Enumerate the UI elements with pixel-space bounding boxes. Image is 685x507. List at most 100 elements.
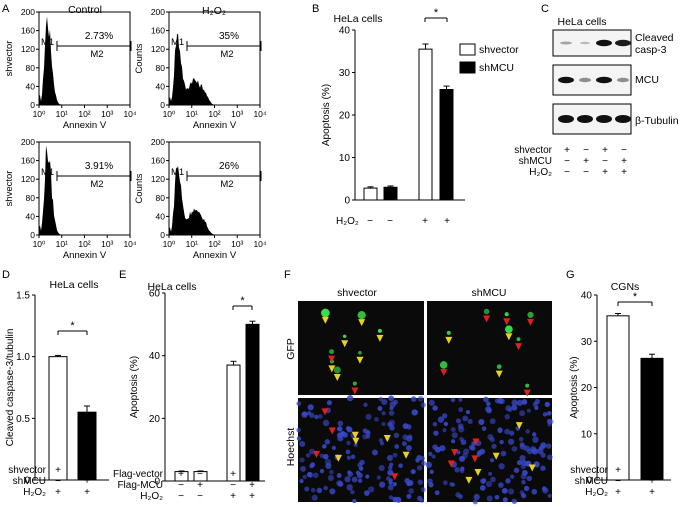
hoechst-nucleus	[519, 454, 526, 462]
condition-sign: −	[249, 469, 255, 480]
hoechst-nucleus	[420, 402, 426, 408]
gfp-cell	[525, 383, 530, 388]
hoechst-nucleus	[491, 443, 497, 449]
hoechst-nucleus	[398, 463, 403, 469]
condition-sign: +	[249, 480, 255, 491]
hoechst-nucleus	[355, 470, 361, 475]
hoechst-nucleus	[324, 439, 331, 445]
hoechst-nucleus	[350, 489, 355, 495]
yellow-arrowhead-icon	[445, 336, 453, 344]
hoechst-nucleus	[336, 426, 343, 432]
hoechst-nucleus	[450, 397, 456, 403]
y-tick-label: 200	[21, 137, 35, 147]
band-label: casp-3	[635, 44, 667, 56]
gfp-cell	[357, 310, 366, 320]
hoechst-nucleus	[371, 449, 378, 456]
red-arrowhead-icon	[391, 473, 399, 481]
bar	[383, 186, 398, 201]
x-tick-label: 10²	[78, 109, 90, 119]
hoechst-nucleus	[519, 442, 525, 448]
hoechst-nucleus	[388, 495, 394, 500]
hoechst-nucleus	[525, 429, 530, 434]
hoechst-nucleus	[299, 457, 305, 463]
yellow-arrowhead-icon	[352, 437, 360, 445]
condition-label: shvector	[8, 465, 46, 476]
bar	[606, 315, 630, 481]
x-tick-label: 10¹	[56, 239, 68, 249]
condition-sign: +	[230, 469, 236, 480]
condition-sign: +	[564, 145, 570, 156]
hoechst-nucleus	[327, 474, 334, 482]
hoechst-nucleus	[521, 492, 526, 498]
condition-sign: +	[649, 487, 655, 498]
hoechst-nucleus	[325, 462, 332, 470]
y-tick-label: 0	[160, 100, 165, 110]
hoechst-nucleus	[388, 395, 395, 402]
condition-sign: +	[621, 156, 627, 167]
marker-m1-label: M1	[171, 37, 184, 48]
condition-sign: +	[602, 145, 608, 156]
hoechst-nucleus	[489, 458, 495, 463]
condition-label: shvector	[514, 145, 552, 156]
hoechst-nucleus	[504, 428, 511, 435]
hoechst-nucleus	[504, 414, 510, 420]
hoechst-nucleus	[459, 436, 464, 442]
yellow-arrowhead-icon	[351, 431, 359, 439]
y-tick-label: 40	[156, 211, 166, 221]
y-axis-label: Apoptosis (%)	[569, 356, 580, 418]
condition-sign: −	[230, 480, 236, 491]
hoechst-nucleus	[417, 495, 423, 501]
marker-m1-label: M1	[171, 167, 184, 178]
blot-mcu-band	[596, 76, 612, 84]
y-tick-label: 30	[339, 68, 351, 79]
micro-col-title: shMCU	[471, 287, 506, 299]
percent-label: 2.73%	[85, 31, 113, 42]
y-tick-label: 120	[21, 44, 35, 54]
hoechst-nucleus	[379, 481, 386, 488]
condition-sign: −	[84, 465, 90, 476]
x-tick-label: 10³	[101, 109, 113, 119]
panel-letter: G	[566, 269, 575, 281]
y-tick-label: 200	[151, 7, 165, 17]
hoechst-nucleus	[319, 468, 325, 474]
condition-sign: −	[178, 491, 184, 502]
hoechst-nucleus	[462, 415, 469, 422]
x-tick-label: 10³	[231, 239, 243, 249]
condition-sign: +	[178, 469, 184, 480]
condition-sign: +	[615, 487, 621, 498]
hoechst-nucleus	[443, 421, 449, 427]
y-axis-label: Counts	[134, 173, 145, 203]
band-label: Cleaved	[635, 32, 674, 44]
percent-label: 3.91%	[85, 161, 113, 172]
hoechst-nucleus	[498, 463, 505, 470]
gfp-cell	[329, 349, 335, 355]
hoechst-nucleus	[547, 493, 552, 498]
hoechst-nucleus	[485, 481, 493, 488]
hoechst-nucleus	[386, 454, 394, 461]
red-arrowhead-icon	[472, 438, 480, 446]
hoechst-nucleus	[532, 432, 537, 437]
hoechst-nucleus	[392, 482, 397, 487]
red-arrowhead-icon	[447, 460, 455, 468]
x-tick-label: 10²	[78, 239, 90, 249]
hoechst-nucleus	[531, 488, 538, 495]
hoechst-nucleus	[299, 440, 306, 447]
hoechst-nucleus	[509, 474, 515, 479]
hoechst-nucleus	[486, 495, 493, 502]
hoechst-nucleus	[299, 479, 304, 484]
hoechst-nucleus	[521, 460, 527, 466]
hoechst-nucleus	[345, 425, 351, 431]
hoechst-nucleus	[497, 397, 504, 404]
legend-label-shmcu: shMCU	[479, 62, 514, 74]
hoechst-image	[298, 398, 424, 502]
condition-sign: −	[564, 167, 570, 178]
hoechst-nucleus	[516, 399, 523, 407]
hoechst-nucleus	[540, 465, 546, 471]
blot-mcu-band	[579, 77, 591, 83]
hoechst-nucleus	[300, 465, 306, 472]
micro-col-title: shvector	[337, 287, 377, 299]
panel-letter: E	[119, 269, 126, 281]
hoechst-nucleus	[449, 482, 454, 487]
hoechst-nucleus	[387, 465, 393, 471]
